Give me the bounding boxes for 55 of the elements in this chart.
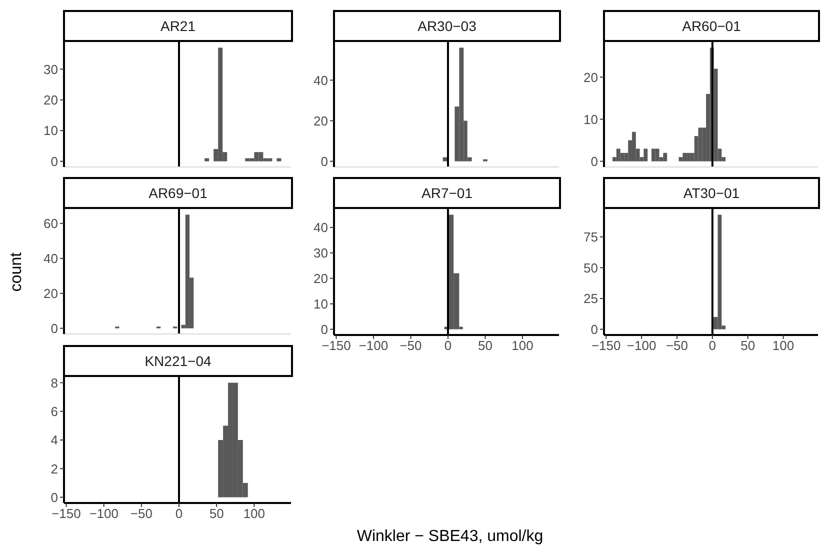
y-tick-label: 40 (314, 72, 328, 88)
chart-title: AR7−01 (333, 177, 561, 209)
x-tick-label: −150 (591, 338, 621, 354)
y-tick-label: 10 (314, 296, 328, 312)
x-tick-label: 0 (444, 338, 452, 354)
y-tick-label: 40 (44, 251, 58, 266)
x-tick-label: 100 (243, 506, 266, 522)
y-tick-label: 2 (50, 461, 58, 476)
x-tick-label: −50 (400, 338, 422, 354)
y-tick-label: 0 (50, 490, 58, 505)
x-tick-label: 50 (740, 338, 756, 354)
x-tick-label: −150 (52, 506, 81, 522)
chart-title: AT30−01 (603, 177, 820, 209)
x-tick-label: 100 (512, 338, 534, 354)
y-tick-label: 0 (320, 154, 328, 169)
chart-title: AR21 (63, 10, 293, 42)
y-tick-label: 10 (44, 123, 58, 138)
x-axis-title: Winkler − SBE43, umol/kg (356, 528, 544, 546)
y-tick-label: 50 (584, 260, 598, 276)
y-tick-label: 75 (584, 230, 598, 245)
y-axis-title: count (8, 251, 26, 294)
chart-title: KN221−04 (63, 345, 293, 377)
x-tick-label: 0 (175, 506, 183, 522)
y-tick-label: 0 (320, 322, 328, 337)
chart-title: AR60−01 (603, 10, 820, 42)
x-tick-label: 100 (772, 338, 794, 354)
x-tick-label: −100 (626, 338, 656, 354)
y-tick-label: 60 (44, 216, 58, 232)
y-tick-label: 0 (590, 322, 598, 337)
y-tick-label: 20 (314, 270, 328, 286)
x-tick-label: 50 (209, 506, 224, 522)
x-tick-label: 50 (478, 338, 492, 354)
y-tick-label: 0 (50, 320, 58, 336)
y-tick-label: 8 (50, 375, 58, 390)
x-tick-label: −150 (322, 338, 351, 354)
y-tick-label: 6 (50, 404, 58, 419)
chart-title: AR30−03 (333, 10, 561, 42)
y-tick-label: 20 (314, 113, 328, 128)
x-tick-label: −50 (130, 506, 152, 522)
y-tick-label: 0 (590, 154, 598, 169)
y-tick-label: 0 (50, 154, 58, 169)
x-tick-label: −100 (358, 338, 388, 354)
y-tick-label: 40 (314, 220, 328, 236)
chart-title: AR69−01 (63, 177, 293, 209)
y-tick-label: 30 (44, 62, 58, 77)
y-tick-label: 20 (44, 286, 58, 301)
y-tick-label: 4 (50, 432, 58, 448)
y-tick-label: 25 (584, 291, 598, 306)
y-tick-label: 10 (584, 112, 598, 127)
y-tick-label: 20 (44, 92, 58, 108)
x-tick-label: 0 (708, 338, 716, 354)
x-tick-label: −50 (666, 338, 688, 354)
y-tick-label: 30 (314, 246, 328, 261)
x-tick-label: −100 (89, 506, 118, 522)
y-tick-label: 20 (584, 70, 598, 85)
